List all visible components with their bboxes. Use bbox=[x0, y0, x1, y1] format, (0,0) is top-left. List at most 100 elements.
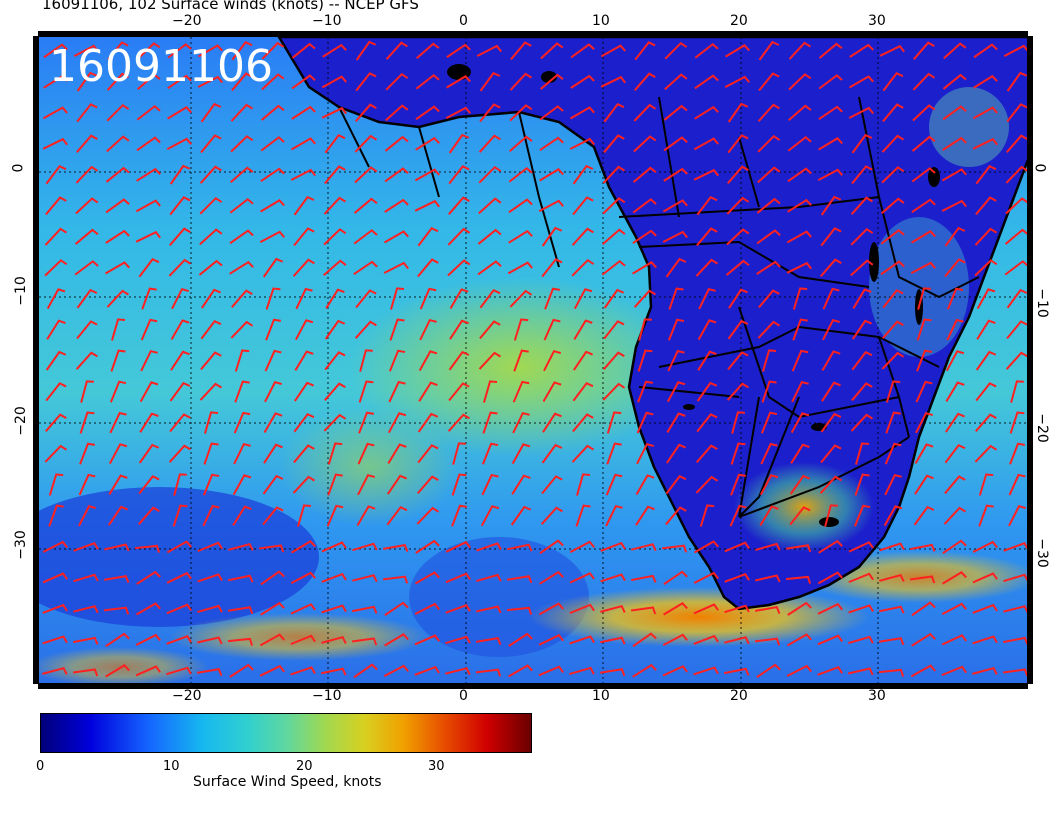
wind-barb bbox=[972, 666, 998, 675]
wind-barb bbox=[387, 474, 408, 495]
wind-barb bbox=[789, 506, 811, 526]
wind-barb bbox=[696, 227, 718, 247]
wind-barb bbox=[509, 104, 533, 122]
wind-barb bbox=[324, 133, 346, 154]
wind-barb bbox=[506, 606, 533, 615]
wind-barb bbox=[758, 72, 780, 92]
wind-barb bbox=[447, 227, 471, 246]
wind-barb bbox=[573, 288, 593, 310]
wind-barb bbox=[693, 666, 719, 676]
lat-label-left-m20: −20 bbox=[12, 406, 29, 436]
wind-barb bbox=[603, 351, 625, 370]
wind-barb bbox=[942, 571, 967, 585]
wind-barb bbox=[972, 540, 998, 553]
wind-barb bbox=[728, 288, 748, 309]
wind-barb bbox=[103, 574, 130, 583]
wind-barb bbox=[817, 634, 843, 646]
wind-barb bbox=[881, 166, 905, 184]
lat-label-right-m20: −20 bbox=[1033, 413, 1050, 443]
wind-barb bbox=[818, 539, 843, 554]
wind-barb bbox=[1009, 442, 1026, 465]
wind-barb bbox=[912, 104, 936, 122]
wind-barb bbox=[476, 573, 502, 582]
wind-barb bbox=[321, 541, 347, 553]
wind-barb bbox=[788, 41, 812, 60]
wind-barb bbox=[386, 505, 408, 526]
wind-barb bbox=[384, 198, 409, 213]
southern-jet bbox=[529, 587, 869, 647]
wind-barb bbox=[792, 318, 808, 341]
wind-barb bbox=[913, 41, 935, 60]
wind-barb bbox=[198, 259, 223, 276]
wind-barb bbox=[76, 71, 98, 92]
wind-barb bbox=[325, 288, 345, 309]
wind-barb bbox=[576, 473, 591, 496]
wind-barb bbox=[664, 41, 688, 60]
wind-barb bbox=[633, 289, 656, 308]
wind-barbs bbox=[42, 40, 1027, 679]
wind-barb bbox=[43, 74, 68, 89]
wind-barb bbox=[972, 603, 998, 614]
lat-label-left-m10: −10 bbox=[12, 276, 29, 306]
lat-label-right-m30: −30 bbox=[1033, 538, 1050, 568]
wind-barb bbox=[941, 168, 967, 182]
wind-barb bbox=[819, 475, 842, 494]
wind-barb bbox=[974, 227, 998, 246]
wind-barb bbox=[975, 382, 997, 402]
wind-barb bbox=[42, 540, 68, 553]
wind-barb bbox=[603, 288, 625, 309]
wind-barb bbox=[883, 505, 903, 527]
wind-barb bbox=[357, 474, 376, 496]
wind-barb bbox=[321, 635, 347, 644]
low-wind-pool bbox=[39, 487, 319, 627]
wind-barb bbox=[695, 475, 719, 494]
wind-barb bbox=[415, 105, 440, 121]
wind-barb bbox=[818, 42, 843, 59]
colorbar-tick-20: 20 bbox=[296, 759, 313, 774]
colorbar-label: Surface Wind Speed, knots bbox=[193, 774, 382, 790]
wind-barb bbox=[851, 165, 873, 185]
wind-barb bbox=[105, 664, 130, 678]
wind-barb bbox=[414, 168, 440, 182]
wind-barb bbox=[136, 104, 161, 121]
wind-barb bbox=[698, 287, 716, 310]
wind-barb bbox=[448, 133, 470, 154]
wind-barb bbox=[821, 381, 841, 402]
wind-barb bbox=[355, 72, 377, 92]
wind-barb bbox=[636, 443, 655, 465]
wind-barb bbox=[666, 443, 687, 464]
wind-barb bbox=[791, 380, 809, 403]
wind-barb bbox=[570, 43, 595, 59]
wind-barb bbox=[603, 102, 625, 123]
wind-barb bbox=[261, 73, 285, 91]
wind-barb bbox=[323, 259, 347, 276]
wind-barb bbox=[234, 380, 250, 403]
wind-barb bbox=[973, 74, 998, 89]
wind-barb bbox=[229, 663, 254, 678]
wind-barb bbox=[790, 443, 810, 464]
wind-barb bbox=[662, 199, 688, 213]
wind-barb bbox=[822, 319, 841, 341]
wind-barb bbox=[851, 133, 873, 154]
wind-barb bbox=[264, 381, 283, 403]
lon-label-bottom-30: 30 bbox=[868, 688, 886, 704]
wind-barb bbox=[134, 544, 161, 553]
wind-barb bbox=[694, 74, 719, 90]
wind-barb bbox=[291, 540, 316, 554]
wind-barb bbox=[291, 42, 316, 59]
wind-barb bbox=[168, 444, 191, 463]
wind-barb bbox=[513, 318, 529, 341]
wind-barb bbox=[787, 167, 812, 183]
wind-barb bbox=[820, 444, 842, 464]
wind-barb bbox=[1006, 288, 1027, 309]
wind-barb bbox=[291, 105, 316, 120]
wind-barb bbox=[788, 73, 812, 91]
wind-barb bbox=[135, 633, 161, 646]
wind-barb bbox=[80, 380, 94, 403]
wind-barb bbox=[448, 350, 470, 371]
wind-barb bbox=[109, 411, 127, 434]
wind-barb bbox=[387, 443, 407, 464]
wind-barb bbox=[324, 382, 346, 401]
wind-barb bbox=[915, 412, 934, 434]
wind-barb bbox=[787, 198, 812, 213]
